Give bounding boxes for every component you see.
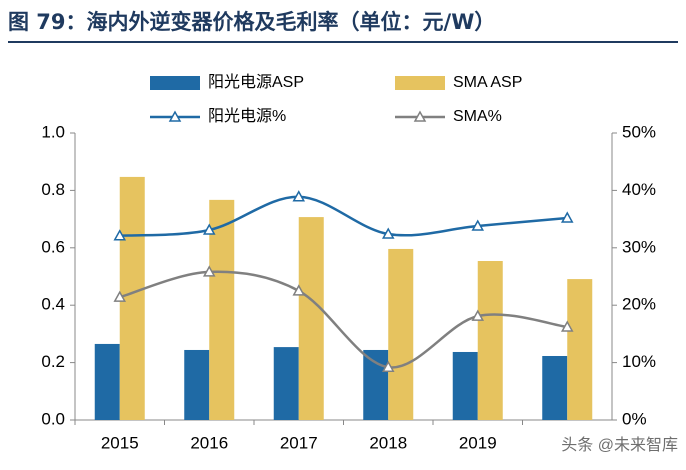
bar [388, 248, 414, 420]
bar [567, 279, 593, 420]
marker [471, 309, 485, 321]
legend-swatch [150, 76, 200, 90]
y-tick-label: 0.6 [41, 237, 65, 256]
y-tick-label: 0.4 [41, 295, 65, 314]
bar [542, 355, 568, 420]
marker [560, 320, 574, 332]
bar [477, 261, 503, 420]
line [119, 270, 568, 369]
bar [363, 349, 389, 420]
marker [113, 290, 127, 302]
y-tick-label: 0.2 [41, 352, 65, 371]
legend-label: SMA% [453, 108, 502, 125]
marker [471, 219, 485, 231]
y-tick-label: 0.0 [41, 409, 65, 428]
legend-label: 阳光电源ASP [208, 73, 304, 91]
y2-tick-label: 20% [622, 295, 656, 314]
marker [292, 190, 306, 202]
bar [94, 343, 120, 420]
legend-marker [168, 110, 182, 122]
x-tick-label: 2019 [459, 433, 497, 452]
x-tick-label: 2018 [369, 433, 407, 452]
y2-tick-label: 30% [622, 237, 656, 256]
legend-swatch [395, 76, 445, 90]
marker [202, 223, 216, 235]
x-tick-label: 2017 [280, 433, 318, 452]
marker [560, 211, 574, 223]
chart-title: 图 79：海内外逆变器价格及毛利率（单位：元/W） [8, 6, 678, 43]
watermark: 头条 @未来智库 [561, 436, 678, 454]
line [119, 195, 568, 237]
bar [184, 349, 210, 420]
x-tick-label: 2015 [101, 433, 139, 452]
marker [381, 227, 395, 239]
y2-tick-label: 0% [622, 409, 647, 428]
bar [209, 199, 235, 420]
y2-tick-label: 50% [622, 122, 656, 141]
marker [113, 229, 127, 241]
legend-label: 阳光电源% [208, 107, 286, 125]
legend-label: SMA ASP [453, 74, 522, 91]
y-tick-label: 0.8 [41, 180, 65, 199]
bar [273, 347, 299, 420]
marker [292, 284, 306, 296]
marker [202, 265, 216, 277]
legend-marker [413, 110, 427, 122]
bar [452, 351, 478, 420]
y-tick-label: 1.0 [41, 122, 65, 141]
marker [381, 360, 395, 372]
y2-tick-label: 40% [622, 180, 656, 199]
y2-tick-label: 10% [622, 352, 656, 371]
bar [298, 217, 324, 420]
x-tick-label: 2016 [190, 433, 228, 452]
